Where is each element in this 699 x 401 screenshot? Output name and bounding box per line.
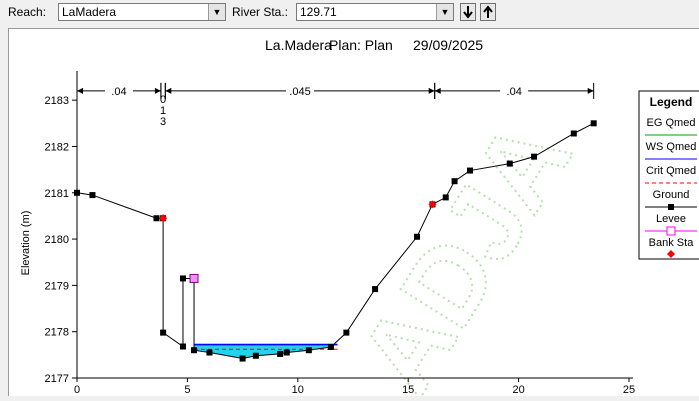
- ground-point: [590, 120, 597, 127]
- mannings-label: 1: [160, 105, 166, 117]
- legend-item-label: EG Qmed: [647, 117, 696, 129]
- chevron-down-icon[interactable]: ▼: [436, 4, 453, 20]
- y-axis-label: Elevation (m): [20, 211, 32, 276]
- station-value: 129.71: [300, 5, 337, 19]
- ground-point: [160, 329, 167, 336]
- y-tick-label: 2183: [45, 95, 69, 107]
- legend-item-label: Bank Sta: [649, 237, 695, 249]
- x-tick-label: 10: [292, 384, 304, 396]
- mannings-label: .045: [289, 86, 310, 98]
- x-tick-label: 20: [512, 384, 524, 396]
- legend-marker: [668, 204, 674, 210]
- ground-point: [414, 233, 421, 240]
- reach-value: LaMadera: [62, 5, 117, 19]
- ground-point: [506, 160, 513, 167]
- legend-item-label: Crit Qmed: [646, 165, 696, 177]
- legend-item-label: Levee: [656, 213, 686, 225]
- next-station-button[interactable]: [460, 3, 476, 21]
- ground-point: [343, 329, 350, 336]
- y-tick-label: 2181: [45, 188, 69, 200]
- reach-label: Reach:: [8, 5, 47, 19]
- plan-label: Plan: Plan: [329, 37, 393, 53]
- x-tick-label: 0: [74, 384, 80, 396]
- mannings-arrowhead: [154, 87, 161, 94]
- mannings-arrowhead: [434, 87, 441, 94]
- y-tick-label: 2180: [45, 234, 69, 246]
- y-tick-label: 2177: [45, 373, 69, 385]
- ground-point: [327, 343, 334, 350]
- ground-point: [74, 189, 80, 196]
- reach-dropdown[interactable]: LaMadera ▼: [58, 3, 226, 21]
- ground-point: [531, 153, 538, 160]
- mannings-label: 0: [160, 94, 166, 106]
- arrow-down-icon: [463, 6, 473, 19]
- mannings-label: .04: [507, 86, 522, 98]
- mannings-arrowhead: [587, 87, 594, 94]
- bank-station-point: [159, 214, 168, 223]
- ground-point: [153, 215, 160, 222]
- mannings-arrowhead: [77, 87, 83, 94]
- y-tick-label: 2178: [45, 327, 69, 339]
- ground-point: [442, 194, 449, 201]
- x-tick-label: 5: [184, 384, 190, 396]
- legend-marker: [667, 250, 675, 258]
- chart-title: La.Madera: [265, 37, 332, 53]
- y-tick-label: 2179: [45, 280, 69, 292]
- levee-point: [189, 273, 199, 283]
- chevron-down-icon[interactable]: ▼: [208, 4, 225, 20]
- ground-point: [283, 349, 290, 356]
- legend-item-label: WS Qmed: [646, 141, 697, 153]
- legend-title: Legend: [650, 95, 693, 109]
- arrow-up-icon: [483, 5, 493, 18]
- legend-marker: [666, 226, 676, 236]
- y-tick-label: 2182: [45, 141, 69, 153]
- x-tick-label: 15: [402, 384, 414, 396]
- plan-date: 29/09/2025: [413, 37, 483, 53]
- ground-point: [467, 167, 474, 174]
- x-tick-label: 25: [623, 384, 635, 396]
- ground-point: [191, 347, 198, 354]
- ground-point: [372, 286, 379, 293]
- ground-point: [179, 275, 186, 282]
- ground-point: [89, 192, 96, 199]
- mannings-label: .04: [111, 86, 126, 98]
- ground-point: [570, 130, 577, 137]
- previous-station-button[interactable]: [480, 3, 496, 21]
- ground-point: [252, 352, 259, 359]
- ground-point: [239, 355, 246, 362]
- mannings-arrowhead: [428, 87, 435, 94]
- legend-item-label: Ground: [653, 189, 690, 201]
- water-area: [194, 344, 338, 359]
- station-label: River Sta.:: [232, 5, 289, 19]
- toolbar: Reach: LaMadera ▼ River Sta.: 129.71 ▼: [0, 0, 699, 26]
- ground-point: [305, 347, 312, 354]
- mannings-arrowhead: [165, 87, 172, 94]
- river-station-dropdown[interactable]: 129.71 ▼: [296, 3, 454, 21]
- cross-section-chart: La.Madera Plan: Plan 29/09/2025 Elevatio…: [20, 37, 699, 401]
- ground-point: [206, 349, 213, 356]
- mannings-label: 3: [160, 116, 166, 128]
- ground-point: [179, 343, 186, 350]
- ground-point: [277, 350, 284, 357]
- cross-section-plot: La.Madera Plan: Plan 29/09/2025 Elevatio…: [8, 28, 699, 401]
- bank-station-point: [428, 200, 437, 209]
- ground-point: [451, 178, 458, 185]
